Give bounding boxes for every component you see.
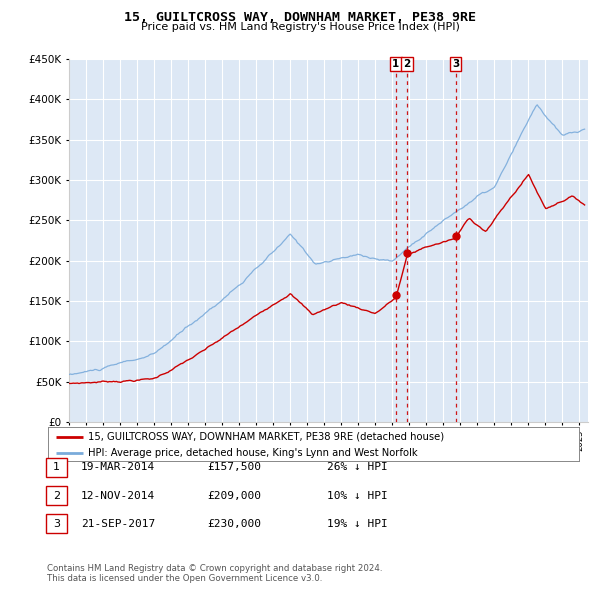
Text: 3: 3 [53,519,60,529]
Text: HPI: Average price, detached house, King's Lynn and West Norfolk: HPI: Average price, detached house, King… [88,448,418,458]
Text: 3: 3 [452,59,459,69]
Text: £209,000: £209,000 [207,491,261,500]
Text: 15, GUILTCROSS WAY, DOWNHAM MARKET, PE38 9RE: 15, GUILTCROSS WAY, DOWNHAM MARKET, PE38… [124,11,476,24]
Text: 19% ↓ HPI: 19% ↓ HPI [327,519,388,529]
Text: 12-NOV-2014: 12-NOV-2014 [81,491,155,500]
Text: 2: 2 [53,491,60,500]
Text: 1: 1 [53,463,60,472]
Text: 1: 1 [392,59,400,69]
Text: £230,000: £230,000 [207,519,261,529]
Text: 15, GUILTCROSS WAY, DOWNHAM MARKET, PE38 9RE (detached house): 15, GUILTCROSS WAY, DOWNHAM MARKET, PE38… [88,432,444,442]
Text: £157,500: £157,500 [207,463,261,472]
Text: Price paid vs. HM Land Registry's House Price Index (HPI): Price paid vs. HM Land Registry's House … [140,22,460,32]
Text: 21-SEP-2017: 21-SEP-2017 [81,519,155,529]
Text: 10% ↓ HPI: 10% ↓ HPI [327,491,388,500]
Text: 19-MAR-2014: 19-MAR-2014 [81,463,155,472]
Text: 2: 2 [403,59,411,69]
Text: 26% ↓ HPI: 26% ↓ HPI [327,463,388,472]
Text: Contains HM Land Registry data © Crown copyright and database right 2024.
This d: Contains HM Land Registry data © Crown c… [47,563,382,583]
